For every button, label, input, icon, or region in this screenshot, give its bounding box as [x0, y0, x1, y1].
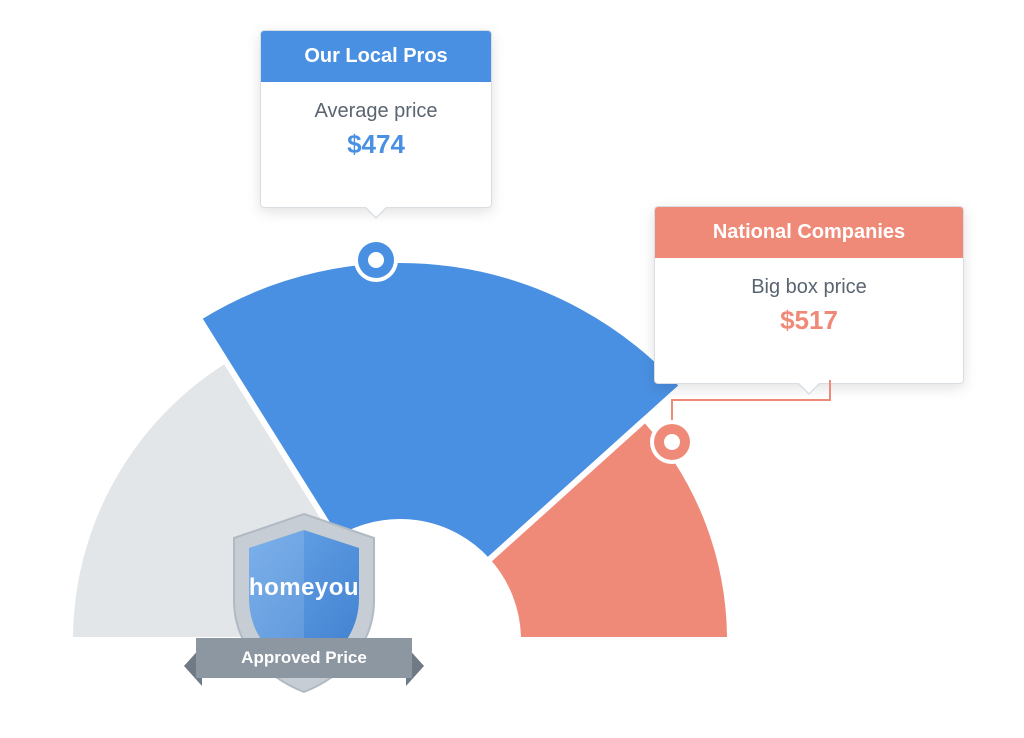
tooltip-local-label: Average price: [261, 82, 491, 129]
tooltip-national-label: Big box price: [655, 258, 963, 305]
gauge-chart: [40, 230, 760, 650]
tooltip-local-pros: Our Local Pros Average price $474: [260, 30, 492, 208]
marker-national: [654, 424, 690, 460]
tooltip-national-value: $517: [655, 305, 963, 356]
chart-stage: Our Local Pros Average price $474 Nation…: [0, 0, 1024, 738]
tooltip-national-header: National Companies: [655, 207, 963, 258]
tooltip-national-companies: National Companies Big box price $517: [654, 206, 964, 384]
marker-local: [358, 242, 394, 278]
tooltip-local-header: Our Local Pros: [261, 31, 491, 82]
tooltip-local-value: $474: [261, 129, 491, 180]
